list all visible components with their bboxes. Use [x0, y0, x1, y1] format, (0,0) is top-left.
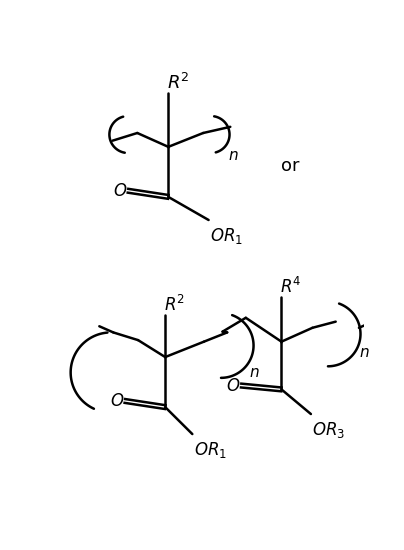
- Text: $OR_1$: $OR_1$: [210, 226, 243, 246]
- Text: $OR_3$: $OR_3$: [312, 420, 345, 440]
- Text: $O$: $O$: [110, 392, 124, 410]
- Text: $n$: $n$: [228, 148, 239, 163]
- Text: $O$: $O$: [113, 182, 127, 200]
- Text: $R^4$: $R^4$: [280, 277, 301, 297]
- Text: $O$: $O$: [226, 377, 241, 394]
- Text: $R^2$: $R^2$: [167, 73, 189, 93]
- Text: or: or: [282, 157, 300, 175]
- Text: $n$: $n$: [359, 345, 370, 360]
- Text: $R^2$: $R^2$: [164, 295, 185, 315]
- Text: $OR_1$: $OR_1$: [194, 440, 227, 460]
- Text: $n$: $n$: [249, 365, 259, 380]
